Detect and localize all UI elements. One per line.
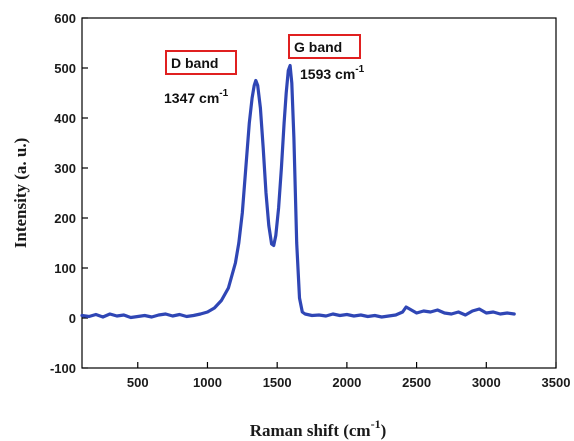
d-band-peak-position: 1347 cm-1: [164, 88, 229, 106]
tick-label-group: 500 1000 1500 2000 2500 3000 3500 -100 0 100 200 30…: [50, 11, 570, 390]
tick-group: [82, 17, 557, 369]
x-tick-label: 500: [127, 375, 149, 390]
y-tick-label: 0: [69, 311, 76, 326]
x-axis-title-text: Raman shift (cm: [250, 421, 371, 440]
y-tick-label: 500: [54, 61, 76, 76]
g-band-label-box: [288, 34, 361, 59]
x-tick-label: 1500: [263, 375, 292, 390]
x-tick-label: 3000: [472, 375, 501, 390]
y-tick-label: 200: [54, 211, 76, 226]
y-tick-label: 100: [54, 261, 76, 276]
g-band-peak-value: 1593 cm: [300, 66, 355, 82]
x-axis-title-exponent: -1: [371, 417, 381, 431]
plot-frame: [81, 17, 557, 369]
d-band-peak-unit-exponent: -1: [219, 88, 228, 99]
y-tick-label: -100: [50, 361, 76, 376]
d-band-peak-value: 1347 cm: [164, 90, 219, 106]
y-tick-label: 600: [54, 11, 76, 26]
g-band-peak-position: 1593 cm-1: [300, 64, 365, 82]
d-band-label-box: [165, 50, 237, 75]
g-band-peak-unit-exponent: -1: [355, 64, 364, 75]
x-axis-title-close: ): [381, 421, 387, 440]
x-tick-label: 1000: [193, 375, 222, 390]
d-band-label: D band: [171, 55, 218, 71]
x-tick-label: 2000: [332, 375, 361, 390]
y-tick-label: 400: [54, 111, 76, 126]
x-tick-label: 2500: [402, 375, 431, 390]
y-axis-title: Intensity (a. u.): [11, 138, 30, 249]
x-axis-title: Raman shift (cm-1): [250, 417, 387, 440]
y-tick-label: 300: [54, 161, 76, 176]
g-band-label: G band: [294, 39, 342, 55]
series-line: [80, 63, 516, 320]
x-tick-label: 3500: [542, 375, 571, 390]
